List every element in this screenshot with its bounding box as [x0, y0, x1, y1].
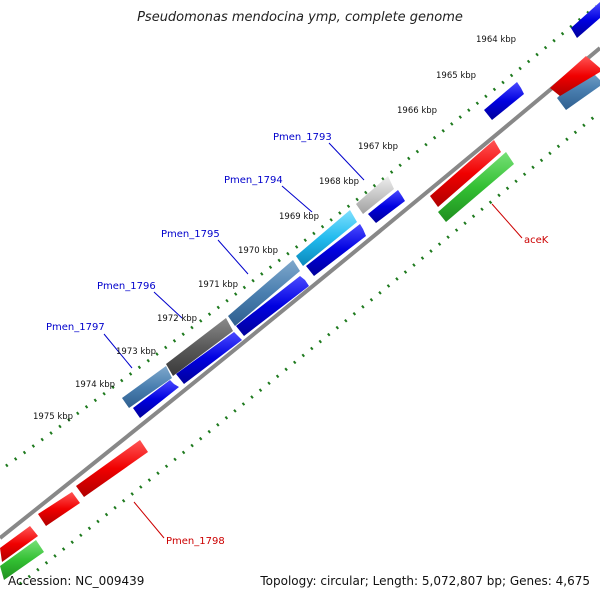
- topology-text: Topology: circular; Length: 5,072,807 bp…: [260, 574, 590, 588]
- genome-backbone: [0, 46, 600, 540]
- gene-label-pmen-1797[interactable]: Pmen_1797: [46, 322, 105, 333]
- map-title: Pseudomonas mendocina ymp, complete geno…: [137, 10, 463, 25]
- forward-genes: [122, 2, 600, 408]
- gene-acek-rna[interactable]: [438, 152, 514, 222]
- tick-labels: 1964 kbp 1965 kbp 1966 kbp 1967 kbp 1968…: [33, 35, 516, 422]
- gene-label-pmen-1795[interactable]: Pmen_1795: [161, 229, 220, 240]
- reverse-genes: [0, 56, 600, 580]
- tick-label: 1965 kbp: [436, 71, 476, 81]
- blue-arrow-2[interactable]: [176, 332, 242, 384]
- tick-label: 1966 kbp: [397, 106, 437, 116]
- tick-label: 1967 kbp: [358, 142, 398, 152]
- gene-pmen-1795[interactable]: [228, 260, 300, 326]
- gene-label-pmen-1796[interactable]: Pmen_1796: [97, 281, 156, 292]
- tick-label: 1969 kbp: [279, 212, 319, 222]
- gene-far-blue-top[interactable]: [571, 2, 600, 38]
- tick-label: 1974 kbp: [75, 380, 115, 390]
- tick-label: 1968 kbp: [319, 177, 359, 187]
- tick-label: 1973 kbp: [116, 347, 156, 357]
- gene-label-pmen-1794[interactable]: Pmen_1794: [224, 175, 283, 186]
- gene-pmen-1798[interactable]: [76, 440, 148, 497]
- blue-arrow-6[interactable]: [484, 82, 524, 120]
- blue-arrow-1[interactable]: [133, 380, 179, 418]
- outer-ruler: [5, 4, 597, 468]
- tick-label: 1970 kbp: [238, 246, 278, 256]
- gene-pmen-1794[interactable]: [296, 210, 357, 266]
- forward-arrows: [133, 82, 524, 418]
- gene-label-pmen-1793[interactable]: Pmen_1793: [273, 132, 332, 143]
- gene-label-pmen-1798[interactable]: Pmen_1798: [166, 536, 225, 547]
- red-arrow-mid[interactable]: [38, 492, 80, 526]
- accession-text: Accession: NC_009439: [8, 574, 145, 588]
- gene-label-acek[interactable]: aceK: [524, 235, 549, 246]
- tick-label: 1972 kbp: [157, 314, 197, 324]
- gene-pmen-1796[interactable]: [166, 318, 233, 376]
- tick-label: 1964 kbp: [476, 35, 516, 45]
- gene-acek[interactable]: [430, 140, 501, 207]
- blue-arrow-5[interactable]: [368, 190, 405, 223]
- label-leaders: [103, 142, 523, 539]
- blue-arrow-4[interactable]: [306, 224, 366, 276]
- gene-pmen-1793[interactable]: [356, 176, 394, 214]
- red-arrow-right[interactable]: [550, 56, 600, 96]
- green-arrow-low[interactable]: [0, 540, 44, 580]
- gene-labels: Pmen_1793 Pmen_1794 Pmen_1795 Pmen_1796 …: [46, 132, 549, 547]
- inner-ruler: [19, 110, 600, 586]
- tick-label: 1975 kbp: [33, 412, 73, 422]
- blue-arrow-3[interactable]: [236, 276, 309, 336]
- tick-label: 1971 kbp: [198, 280, 238, 290]
- gene-far-steel[interactable]: [557, 68, 600, 110]
- gene-pmen-1797[interactable]: [122, 366, 172, 408]
- red-arrow-low[interactable]: [0, 526, 38, 562]
